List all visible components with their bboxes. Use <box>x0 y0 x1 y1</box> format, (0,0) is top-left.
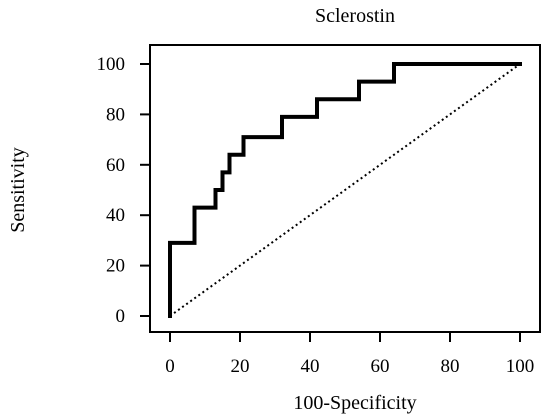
reference-diagonal-line <box>169 63 521 317</box>
chart-title: Sclerostin <box>315 5 395 27</box>
y-tick-label: 60 <box>106 155 125 176</box>
x-axis-label: 100-Specificity <box>293 392 416 414</box>
x-axis-ticks: 0 20 40 60 80 100 <box>165 332 534 377</box>
y-tick-label: 40 <box>106 205 125 226</box>
x-tick-label: 80 <box>441 356 460 377</box>
y-axis-ticks: 0 20 40 60 80 100 <box>97 54 150 327</box>
plot-frame <box>149 44 541 333</box>
x-tick-label: 20 <box>231 356 250 377</box>
y-tick-label: 100 <box>97 54 126 75</box>
y-tick-label: 80 <box>106 104 125 125</box>
x-tick-label: 100 <box>506 356 535 377</box>
series-layer <box>168 62 522 318</box>
y-tick-label: 0 <box>116 306 126 327</box>
roc-curve-line <box>168 62 522 318</box>
x-tick-label: 60 <box>371 356 390 377</box>
x-tick-label: 40 <box>301 356 320 377</box>
plot-border <box>149 44 541 333</box>
y-tick-label: 20 <box>106 256 125 277</box>
y-axis-label: Sensitivity <box>7 147 29 233</box>
x-tick-label: 0 <box>165 356 175 377</box>
